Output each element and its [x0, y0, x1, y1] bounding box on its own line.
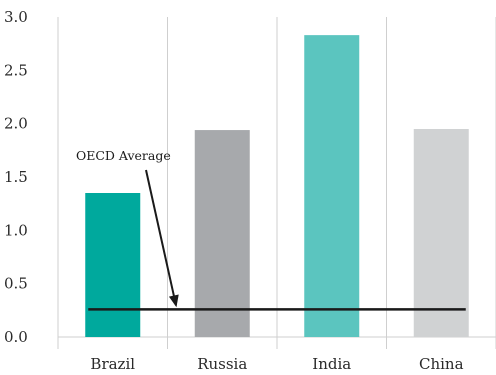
y-tick-label: 1.5 — [4, 168, 28, 186]
x-axis-labels: Brazil Russia India China — [90, 355, 463, 373]
y-tick-label: 1.0 — [4, 221, 28, 239]
oecd-average-arrowhead — [169, 294, 179, 307]
y-tick-label: 0.0 — [4, 328, 28, 346]
bar-russia — [195, 130, 250, 337]
y-tick-label: 2.5 — [4, 61, 28, 79]
x-tick-label: Russia — [197, 355, 247, 373]
bar-brazil — [85, 193, 140, 337]
bar-china — [414, 129, 469, 337]
x-tick-label: India — [312, 355, 351, 373]
y-tick-label: 3.0 — [4, 8, 28, 26]
y-axis-ticks: 0.0 0.5 1.0 1.5 2.0 2.5 3.0 — [4, 8, 28, 346]
oecd-average-label: OECD Average — [76, 148, 171, 163]
bar-india — [304, 35, 359, 337]
x-tick-label: China — [419, 355, 464, 373]
oecd-average-arrow — [146, 170, 176, 305]
x-tick-label: Brazil — [90, 355, 135, 373]
y-tick-label: 0.5 — [4, 275, 28, 293]
y-tick-label: 2.0 — [4, 115, 28, 133]
